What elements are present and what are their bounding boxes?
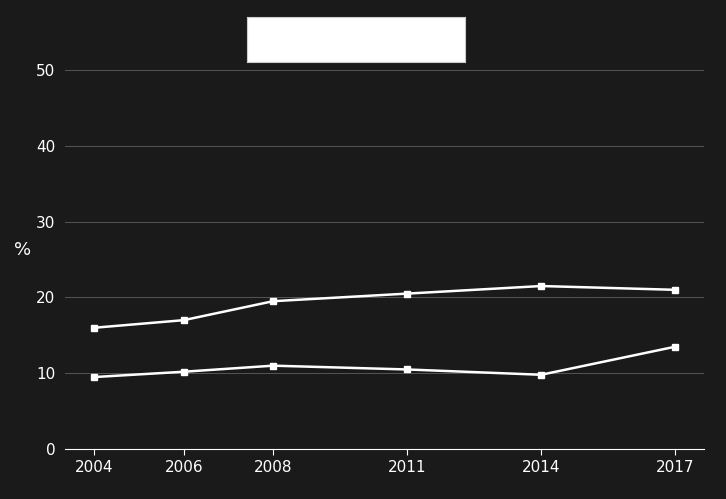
Y-axis label: %: % xyxy=(14,242,31,259)
